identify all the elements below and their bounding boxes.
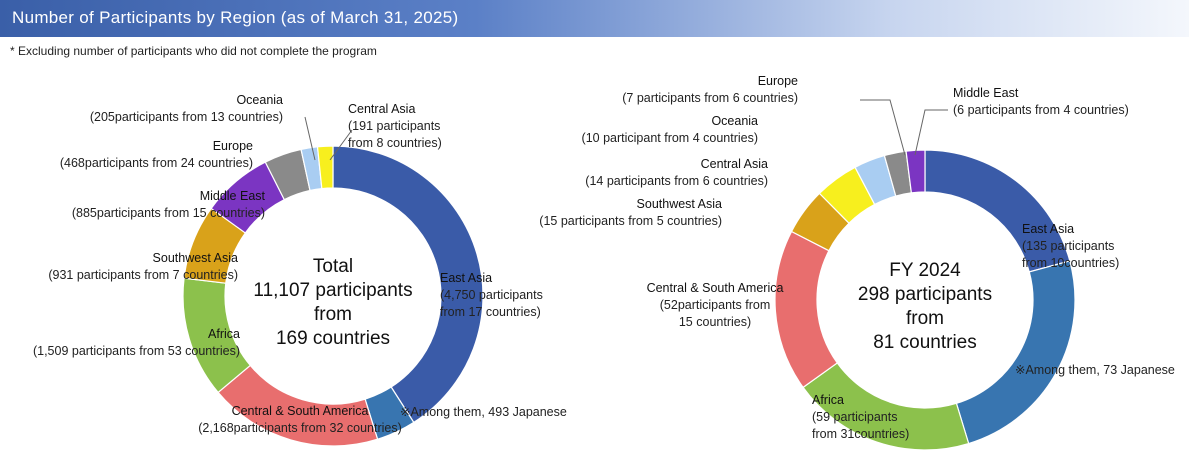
label-europe: Europe (468participants from 24 countries… <box>60 139 253 170</box>
slice-label-detail: (191 participants <box>348 119 440 133</box>
slice-label-detail: from 31countries) <box>812 427 909 441</box>
center-text-line: FY 2024 <box>889 260 961 281</box>
donut-chart-2: East Asia (135 participants from 10countri… <box>539 74 1175 451</box>
slice-label-title: Oceania <box>236 93 283 107</box>
slice-label-title: Southwest Asia <box>637 197 723 211</box>
slice-label-title: Middle East <box>953 86 1019 100</box>
label-southwest-asia: Southwest Asia (931 participants from 7 c… <box>48 251 238 282</box>
slice-label-detail: (7 participants from 6 countries) <box>622 91 798 105</box>
japanese-note: ※Among them, 493 Japanese <box>400 405 567 419</box>
label-central-asia: Central Asia (191 participants from 8 coun… <box>348 102 442 150</box>
center-text-line: from <box>314 304 352 325</box>
label-africa: Africa (1,509 participants from 53 countr… <box>33 327 240 358</box>
center-text-line: from <box>906 308 944 329</box>
label-central-south-america: Central & South America (52participants f… <box>647 281 784 329</box>
slice-label-detail: (15 participants from 5 countries) <box>539 214 722 228</box>
page-title: Number of Participants by Region (as of … <box>12 8 459 27</box>
slice-label-title: Southwest Asia <box>153 251 239 265</box>
slice-label-detail: (1,509 participants from 53 countries) <box>33 344 240 358</box>
label-africa: Africa (59 participants from 31countries) <box>812 393 909 441</box>
center-text-line: 81 countries <box>873 332 977 353</box>
center-text-line: 169 countries <box>276 328 390 349</box>
label-east-asia: East Asia (4,750 participants from 17 coun… <box>440 271 543 319</box>
label-southwest-asia: Southwest Asia (15 participants from 5 co… <box>539 197 722 228</box>
slice-label-title: Africa <box>812 393 844 407</box>
leader-line-oceania <box>304 116 316 161</box>
slice-label-title: Central & South America <box>647 281 784 295</box>
slice-label-detail: (4,750 participants <box>440 288 543 302</box>
slice-label-title: Central & South America <box>232 404 369 418</box>
japanese-note: ※Among them, 73 Japanese <box>1015 363 1175 377</box>
label-oceania: Oceania (10 participant from 4 countries) <box>582 114 759 145</box>
slice-middle-east <box>905 149 926 194</box>
slice-label-detail: 15 countries) <box>679 315 751 329</box>
center-text-line: 298 participants <box>858 284 992 305</box>
donut-chart-1: East Asia (4,750 participants from 17 coun… <box>33 93 567 447</box>
label-central-asia: Central Asia (14 participants from 6 coun… <box>585 157 768 188</box>
slice-label-title: Central Asia <box>701 157 768 171</box>
label-central-south-america: Central & South America (2,168participant… <box>198 404 402 435</box>
leader-line-europe <box>860 99 906 156</box>
label-middle-east: Middle East (6 participants from 4 countr… <box>953 86 1129 117</box>
slice-label-title: Africa <box>208 327 240 341</box>
slice-east-asia <box>924 149 1071 273</box>
slice-label-detail: from 10countries) <box>1022 256 1119 270</box>
slice-label-detail: (931 participants from 7 countries) <box>48 268 238 282</box>
slice-central-south-america <box>774 230 839 389</box>
slice-label-detail: (10 participant from 4 countries) <box>582 131 758 145</box>
slice-label-detail: (6 participants from 4 countries) <box>953 103 1129 117</box>
slice-label-title: Europe <box>213 139 253 153</box>
slice-east-asia <box>332 145 484 424</box>
slice-label-detail: (14 participants from 6 countries) <box>585 174 768 188</box>
slice-label-detail: (52participants from <box>660 298 770 312</box>
label-oceania: Oceania (205participants from 13 countrie… <box>90 93 283 124</box>
slice-label-title: Middle East <box>200 189 266 203</box>
label-europe: Europe (7 participants from 6 countries) <box>622 74 798 105</box>
slice-label-title: Oceania <box>711 114 758 128</box>
slice-label-title: East Asia <box>1022 222 1074 236</box>
leader-line-middle-east <box>914 109 948 156</box>
center-text-line: 11,107 participants <box>253 280 412 301</box>
label-middle-east: Middle East (885participants from 15 coun… <box>72 189 266 220</box>
slice-label-detail: (135 participants <box>1022 239 1114 253</box>
slice-label-detail: (205participants from 13 countries) <box>90 110 283 124</box>
slice-label-title: Europe <box>758 74 798 88</box>
header-bar: Number of Participants by Region (as of … <box>0 0 1189 37</box>
slice-label-detail: (468participants from 24 countries) <box>60 156 253 170</box>
leader-line-central-asia <box>329 129 353 161</box>
slice-label-detail: (885participants from 15 countries) <box>72 206 265 220</box>
slice-central-asia <box>316 145 334 190</box>
slice-label-detail: (59 participants <box>812 410 897 424</box>
slice-label-detail: from 8 countries) <box>348 136 442 150</box>
label-east-asia: East Asia (135 participants from 10countri… <box>1022 222 1119 270</box>
slice-label-detail: (2,168participants from 32 countries) <box>198 421 402 435</box>
slice-label-detail: from 17 countries) <box>440 305 541 319</box>
center-text-line: Total <box>313 256 353 277</box>
slice-label-title: East Asia <box>440 271 492 285</box>
footnote: * Excluding number of participants who d… <box>10 44 377 58</box>
slice-label-title: Central Asia <box>348 102 415 116</box>
